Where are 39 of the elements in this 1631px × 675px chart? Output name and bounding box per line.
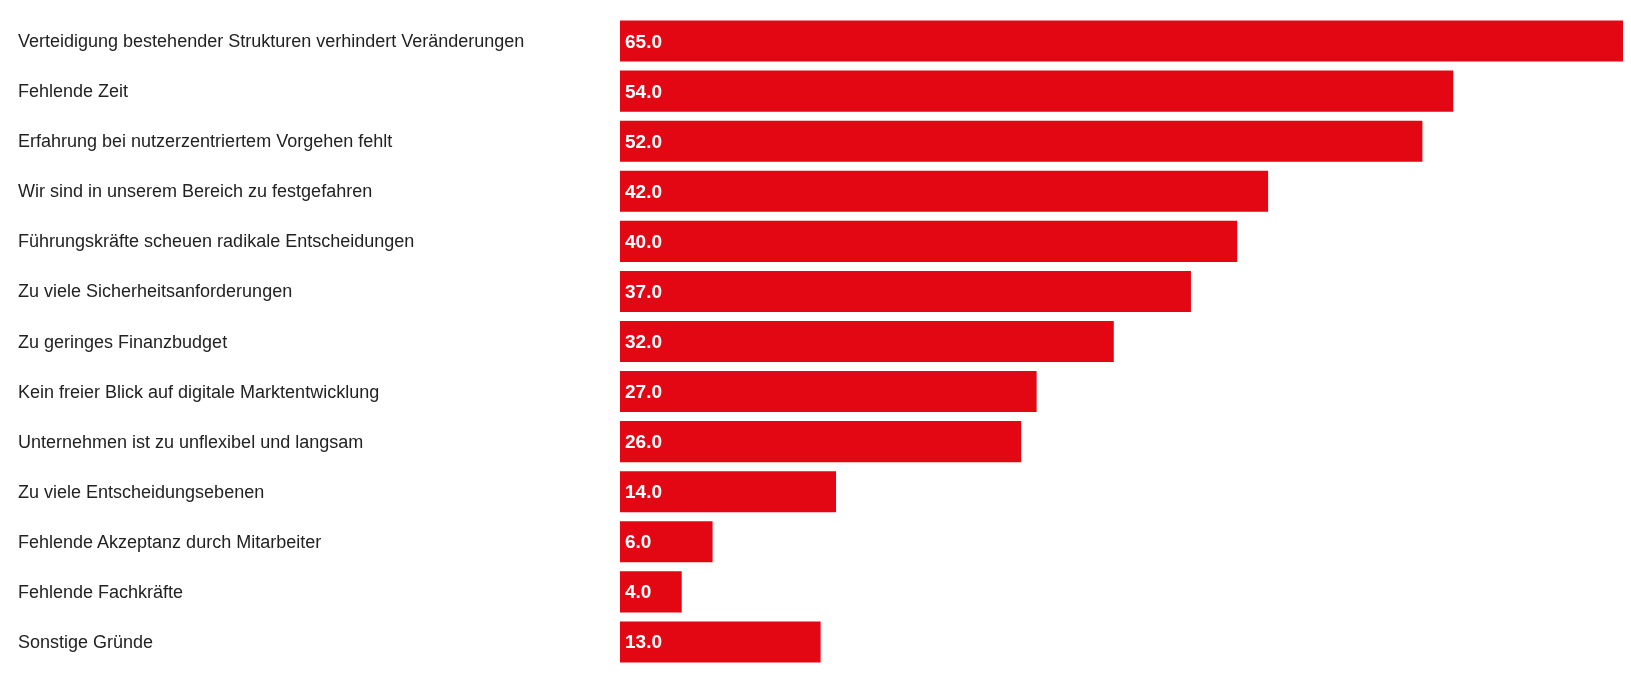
- bar: [620, 20, 1623, 62]
- y-tick-label: Sonstige Gründe: [18, 631, 154, 652]
- data-label: 37.0: [625, 280, 662, 302]
- y-tick-label: Zu viele Entscheidungsebenen: [18, 481, 265, 502]
- data-label: 26.0: [625, 431, 662, 453]
- y-tick-label: Zu viele Sicherheitsanforderungen: [18, 281, 293, 302]
- bar: [620, 521, 713, 563]
- data-label: 14.0: [625, 481, 662, 503]
- y-tick-label: Unternehmen ist zu unflexibel und langsam: [18, 431, 364, 452]
- bar: [620, 571, 682, 613]
- y-tick-label: Fehlende Akzeptanz durch Mitarbeiter: [18, 531, 322, 552]
- bar: [620, 120, 1423, 162]
- data-label: 32.0: [625, 331, 662, 352]
- data-label: 42.0: [625, 180, 662, 202]
- bar: [620, 70, 1454, 112]
- y-tick-label: Verteidigung bestehender Strukturen verhindert Veränderungen: [18, 31, 525, 52]
- bar: [620, 371, 1037, 413]
- y-tick-label: Führungskräfte scheuen radikale Entscheidungen: [18, 231, 415, 252]
- y-tick-label: Wir sind in unserem Bereich zu festgefahren: [18, 181, 373, 202]
- data-label: 4.0: [625, 581, 652, 603]
- bar: [620, 471, 837, 513]
- data-label: 40.0: [625, 230, 662, 252]
- bar: [620, 621, 821, 663]
- data-label: 52.0: [625, 130, 662, 152]
- y-tick-label: Erfahrung bei nutzerzentriertem Vorgehen fehlt: [18, 131, 393, 152]
- bar: [620, 220, 1238, 262]
- data-label: 65.0: [625, 30, 662, 52]
- data-label: 13.0: [625, 631, 662, 653]
- y-tick-label: Kein freier Blick auf digitale Marktentwicklung: [18, 381, 380, 402]
- y-tick-label: Zu geringes Finanzbudget: [18, 331, 228, 352]
- data-label: 27.0: [625, 381, 662, 403]
- data-label: 6.0: [625, 531, 652, 553]
- bar: [620, 421, 1022, 463]
- bar: [620, 270, 1191, 312]
- bar: [620, 170, 1269, 212]
- bar: [620, 320, 1114, 363]
- y-tick-label: Fehlende Zeit: [18, 81, 129, 102]
- y-tick-label: Fehlende Fachkräfte: [18, 581, 184, 602]
- data-label: 54.0: [625, 80, 662, 102]
